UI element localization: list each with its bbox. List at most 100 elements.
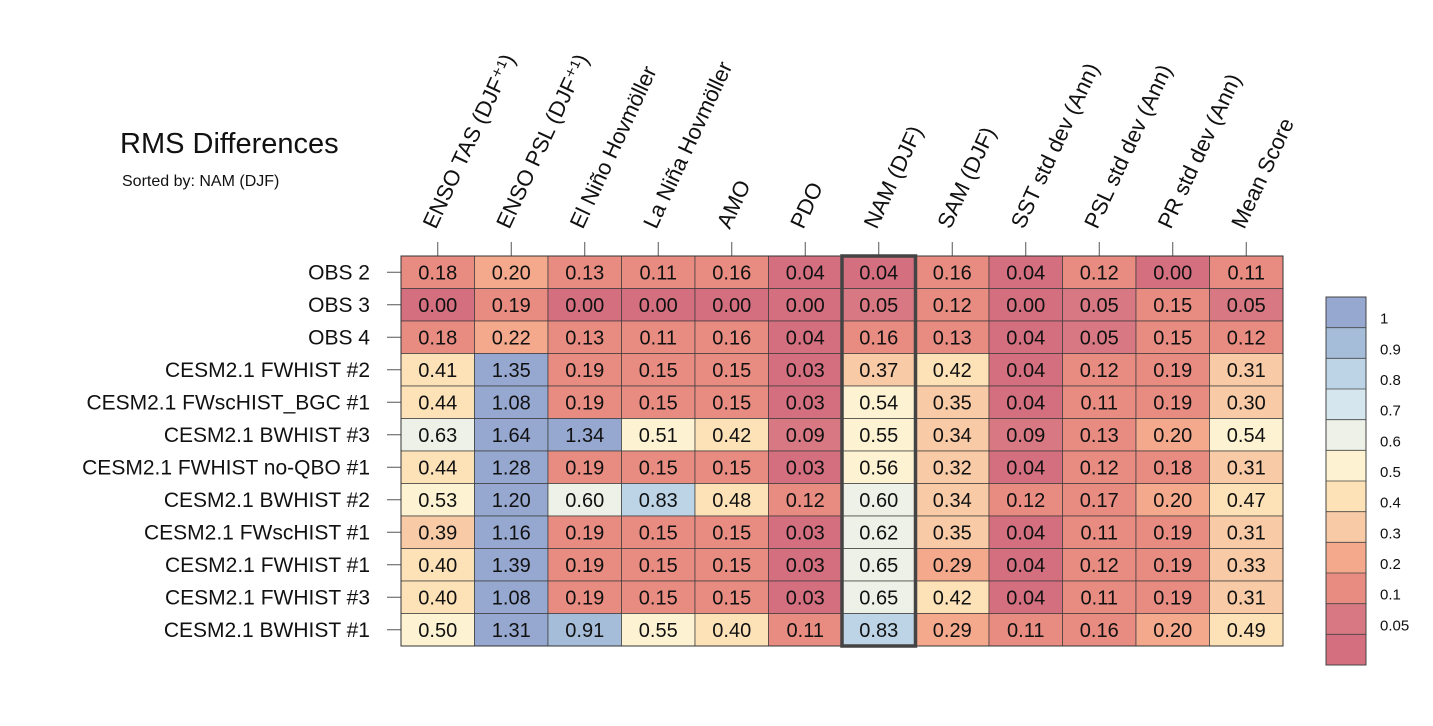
cell-value-label: 0.05 (1080, 327, 1119, 349)
heatmap-cell (768, 288, 843, 322)
cell-value-label: 0.16 (933, 262, 972, 284)
heatmap-cell (694, 418, 769, 452)
cell-value-label: 0.12 (1080, 555, 1119, 577)
cell-value-label: 0.13 (565, 262, 604, 284)
row-label: OBS 2 (308, 261, 370, 284)
cell-value-label: 0.03 (786, 555, 825, 577)
cell-value-label: 0.04 (1006, 587, 1045, 609)
heatmap-cell (768, 385, 843, 419)
heatmap-cell (768, 353, 843, 387)
cell-value-label: 1.08 (492, 587, 531, 609)
cell-value-label: 0.35 (933, 392, 972, 414)
heatmap-cell (474, 613, 549, 647)
cell-value-label: 0.40 (712, 620, 751, 642)
cell-value-label: 0.04 (1006, 360, 1045, 382)
heatmap-cell (621, 483, 696, 517)
heatmap-cell (694, 450, 769, 484)
cell-value-label: 0.15 (639, 587, 678, 609)
heatmap-cell (1135, 418, 1210, 452)
cell-value-label: 0.12 (1080, 360, 1119, 382)
colorbar-label: 0.7 (1380, 403, 1401, 420)
cell-value-label: 0.31 (1227, 587, 1266, 609)
colorbar-label: 0.2 (1380, 556, 1401, 573)
cell-value-label: 0.30 (1227, 392, 1266, 414)
cell-value-label: 0.15 (639, 457, 678, 479)
cell-value-label: 0.15 (712, 522, 751, 544)
colorbar-border (1325, 296, 1367, 666)
column-label: NAM (DJF) (859, 122, 928, 232)
heatmap-cell (400, 450, 475, 484)
column-label: PDO (785, 178, 828, 232)
cell-value-label: 0.20 (1153, 490, 1192, 512)
colorbar-label: 0.05 (1380, 617, 1409, 634)
colorbar-label: 0.1 (1380, 587, 1401, 604)
cell-value-label: 0.15 (712, 392, 751, 414)
cell-value-label: 0.31 (1227, 360, 1266, 382)
cell-value-label: 1.20 (492, 490, 531, 512)
cell-value-label: 0.65 (859, 587, 898, 609)
heatmap-cell (694, 515, 769, 549)
heatmap-cell (621, 515, 696, 549)
cell-value-label: 1.16 (492, 522, 531, 544)
row-label: OBS 4 (308, 326, 370, 349)
cell-value-label: 0.91 (565, 620, 604, 642)
cell-value-label: 0.37 (859, 360, 898, 382)
cell-value-label: 0.04 (1006, 555, 1045, 577)
cell-value-label: 0.04 (1006, 262, 1045, 284)
heatmap-cell (694, 483, 769, 517)
cell-value-label: 0.00 (1006, 295, 1045, 317)
cell-value-label: 0.60 (859, 490, 898, 512)
cell-value-label: 0.11 (1228, 262, 1265, 284)
cell-value-label: 0.05 (1080, 295, 1119, 317)
cell-value-label: 0.50 (418, 620, 457, 642)
cell-value-label: 0.22 (492, 327, 531, 349)
cell-value-label: 0.11 (1081, 522, 1118, 544)
colorbar-label: 0.8 (1380, 372, 1401, 389)
heatmap-cell (400, 320, 475, 354)
heatmap-cell (915, 613, 990, 647)
cell-value-label: 0.20 (1153, 620, 1192, 642)
cell-value-label: 0.18 (418, 327, 457, 349)
cell-value-label: 0.19 (565, 587, 604, 609)
cell-value-label: 0.03 (786, 457, 825, 479)
cell-value-label: 0.11 (640, 262, 677, 284)
heatmap-cell (400, 613, 475, 647)
heatmap-cell (988, 580, 1063, 614)
heatmap-cell (547, 483, 622, 517)
heatmap-cell (1209, 548, 1284, 582)
cell-value-label: 0.20 (1153, 425, 1192, 447)
cell-value-label: 0.16 (712, 327, 751, 349)
heatmap-cell (915, 353, 990, 387)
heatmap-cell (1135, 450, 1210, 484)
cell-value-label: 0.12 (933, 295, 972, 317)
cell-value-label: 0.16 (712, 262, 751, 284)
colorbar-label: 0.3 (1380, 525, 1401, 542)
highlight-column-group (840, 254, 918, 648)
cell-value-label: 0.44 (418, 457, 457, 479)
heatmap-cell (1209, 580, 1284, 614)
heatmap-cell (621, 353, 696, 387)
cell-value-label: 0.19 (492, 295, 531, 317)
heatmap-cell (474, 320, 549, 354)
cell-value-label: 1.39 (492, 555, 531, 577)
heatmap-cell (768, 580, 843, 614)
heatmap-cell (841, 580, 916, 614)
heatmap-cell (1135, 385, 1210, 419)
heatmap-cell (768, 548, 843, 582)
heatmap-cell (988, 320, 1063, 354)
heatmap-cell (694, 320, 769, 354)
cell-value-label: 0.15 (639, 555, 678, 577)
cell-value-label: 0.19 (565, 392, 604, 414)
heatmap-cell (547, 353, 622, 387)
heatmap-cell (1135, 288, 1210, 322)
colorbar-segment (1326, 542, 1366, 574)
cell-value-label: 0.04 (859, 262, 898, 284)
cell-value-label: 0.04 (1006, 522, 1045, 544)
heatmap-cell (547, 385, 622, 419)
cell-value-label: 0.55 (859, 425, 898, 447)
cell-value-label: 0.65 (859, 555, 898, 577)
cell-value-label: 0.63 (418, 425, 457, 447)
row-label: CESM2.1 BWHIST #2 (164, 489, 370, 512)
cell-value-label: 0.15 (1153, 295, 1192, 317)
cell-value-label: 0.12 (1227, 327, 1266, 349)
